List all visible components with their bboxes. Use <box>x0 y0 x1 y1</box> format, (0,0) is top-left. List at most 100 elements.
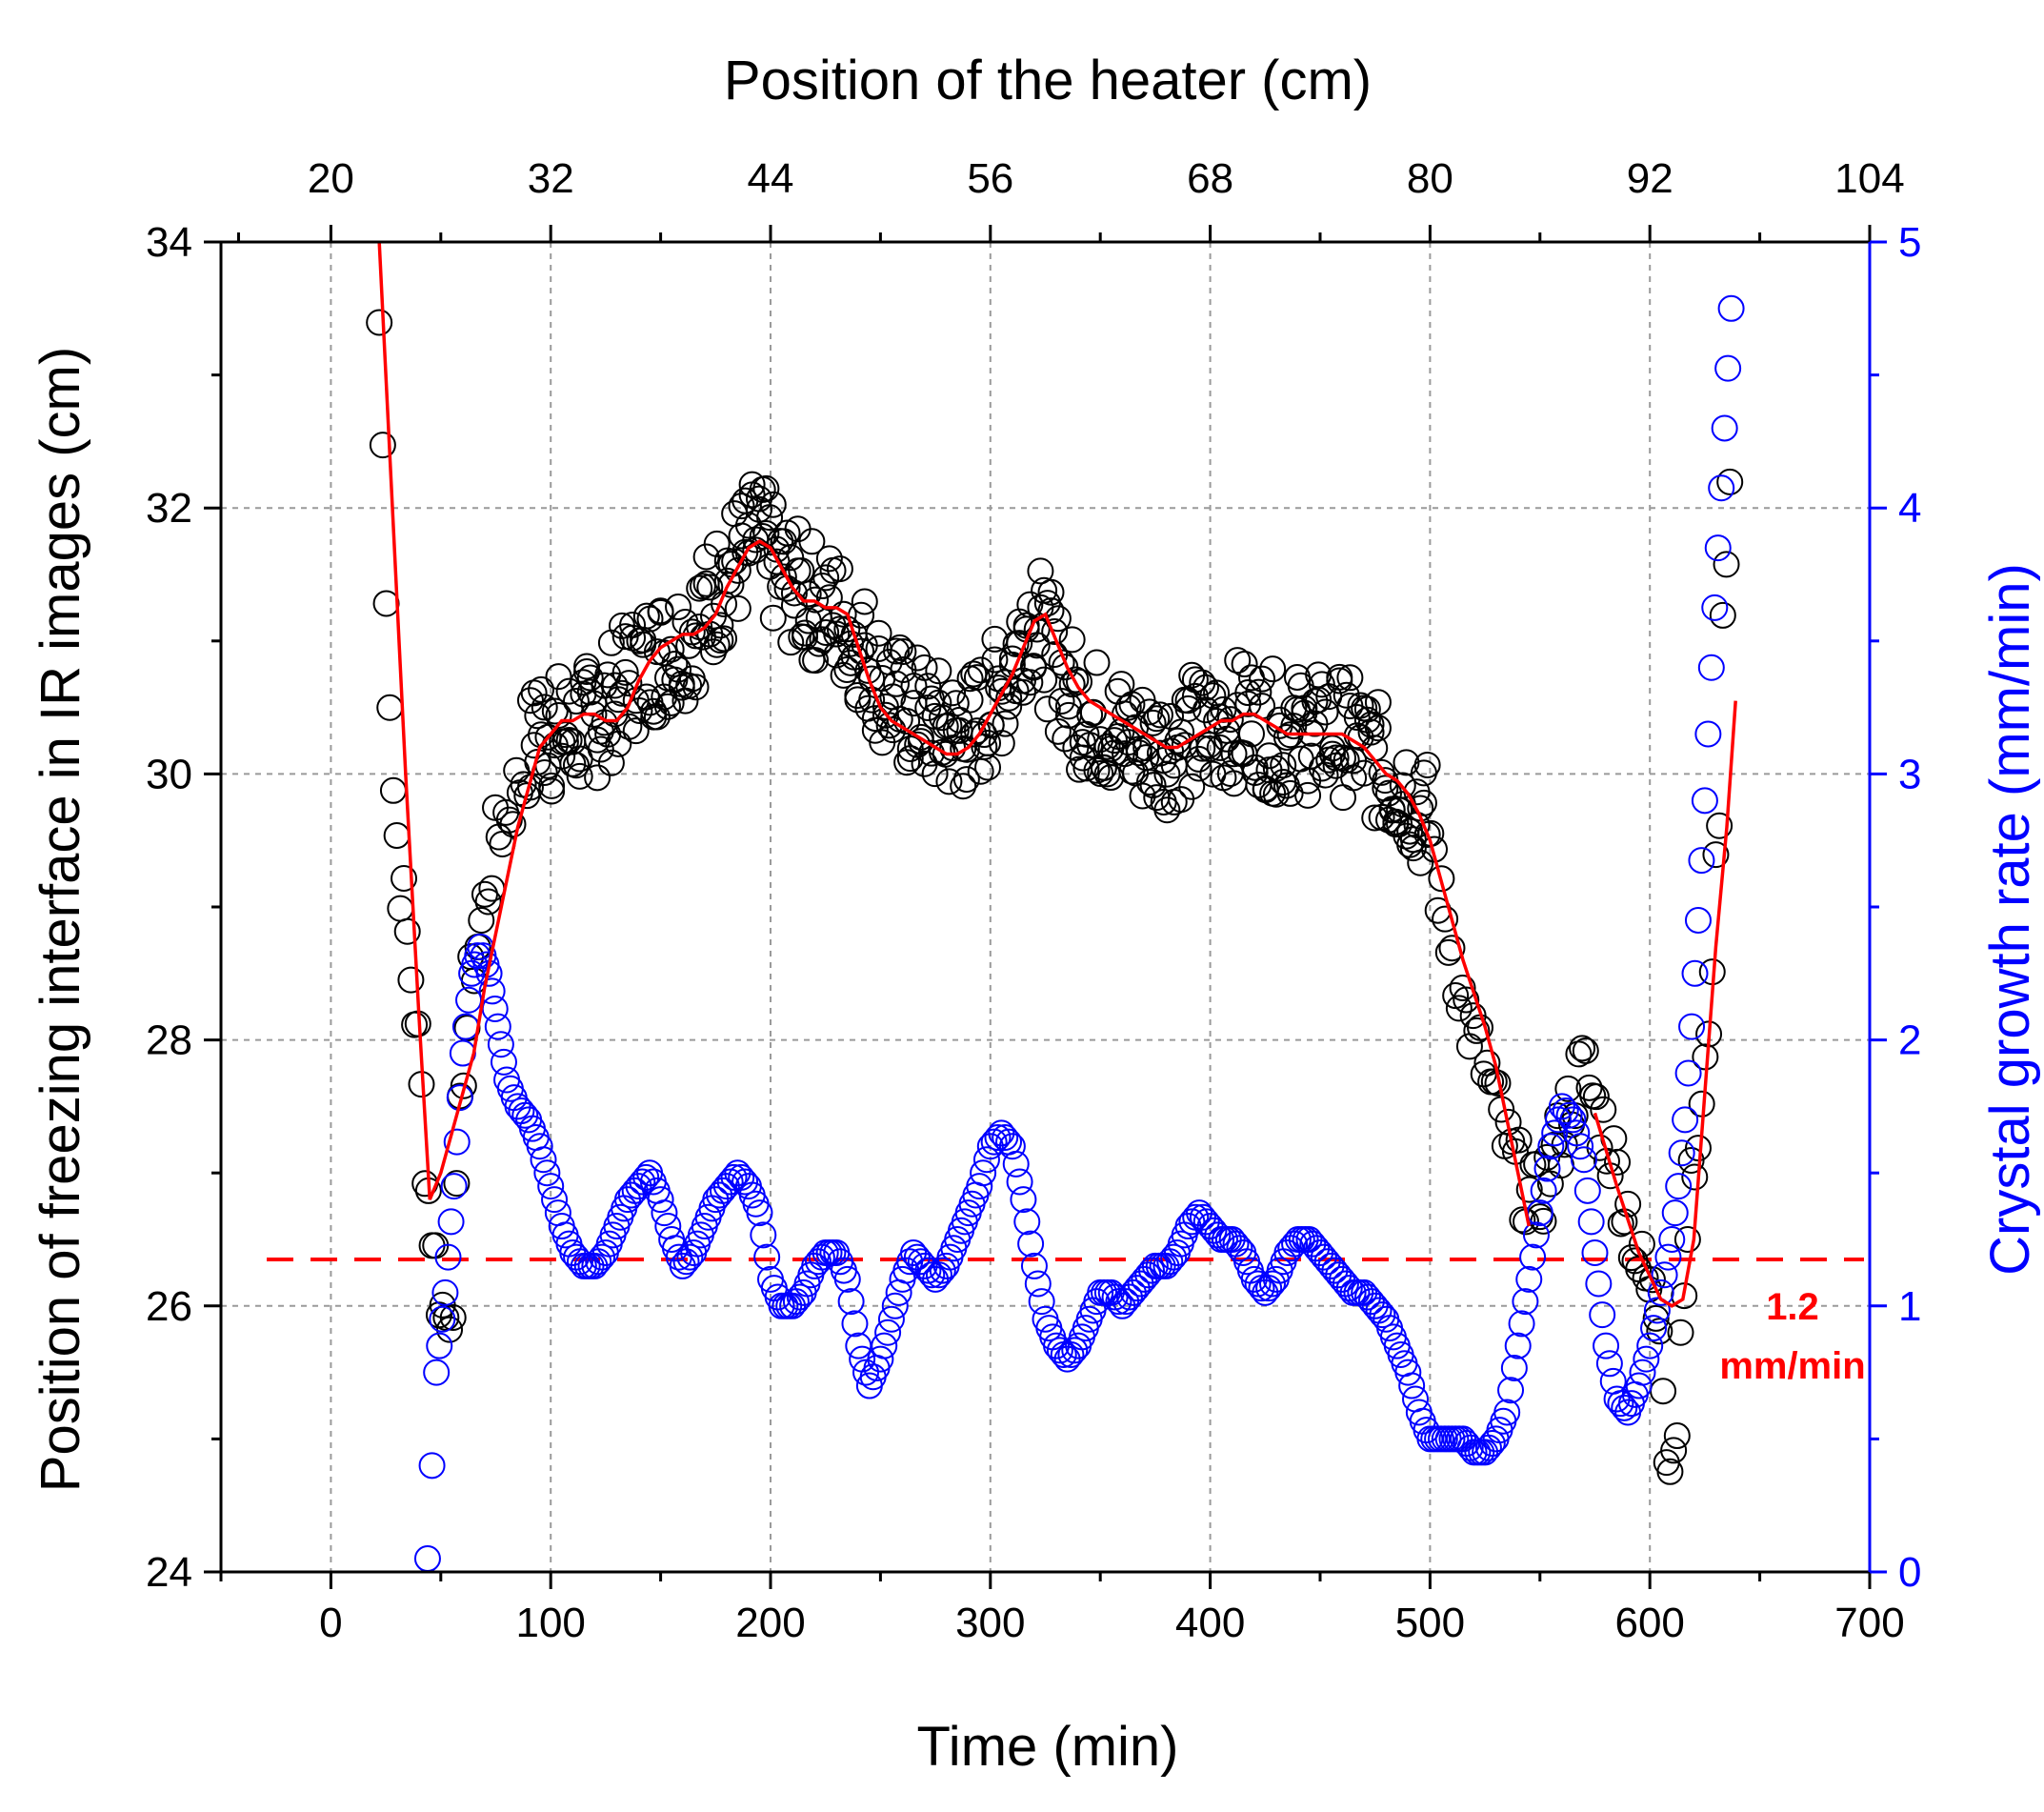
growth-rate-point <box>647 1186 674 1214</box>
interface-point <box>1312 698 1339 726</box>
interface-point <box>1083 649 1111 676</box>
interface-point <box>992 710 1019 737</box>
growth-rate-point <box>1573 1177 1601 1204</box>
interface-point <box>468 907 495 935</box>
interface-point <box>647 597 674 625</box>
x-tick-label: 0 <box>319 1600 342 1646</box>
interface-point <box>1604 1148 1632 1176</box>
interface-point <box>495 806 523 834</box>
interface-point <box>967 656 994 684</box>
interface-point <box>759 604 787 632</box>
interface-point <box>1364 689 1392 716</box>
x-tick-label: 500 <box>1395 1600 1465 1646</box>
interface-point <box>935 768 963 795</box>
interface-point <box>792 619 819 647</box>
x-tick-label: 400 <box>1175 1600 1245 1646</box>
right-y-axis-title: Crystal growth rate (mm/min) <box>1979 563 2041 1276</box>
interface-point <box>883 637 911 665</box>
growth-rate-point <box>1351 1278 1378 1306</box>
growth-rate-point <box>1354 1283 1382 1311</box>
interface-point <box>545 702 572 730</box>
interface-point <box>1114 694 1142 721</box>
growth-rate-point <box>841 1310 869 1338</box>
growth-rate-point <box>750 1221 777 1249</box>
interface-point <box>1677 1146 1705 1174</box>
interface-point <box>1237 720 1265 748</box>
growth-rate-point <box>1174 1213 1202 1240</box>
interface-point <box>584 764 611 792</box>
growth-rate-point <box>1138 1257 1166 1284</box>
interface-point <box>1178 773 1206 800</box>
growth-rate-point <box>418 1452 446 1480</box>
growth-rate-point <box>1006 1168 1033 1196</box>
interface-point <box>1174 695 1202 722</box>
growth-rate-point <box>1651 1261 1678 1289</box>
interface-point <box>833 655 861 683</box>
interface-point <box>393 917 421 945</box>
interface-point <box>1438 935 1466 962</box>
growth-rate-point <box>1668 1139 1695 1167</box>
interface-point <box>696 574 724 601</box>
growth-rate-point <box>1714 354 1742 382</box>
growth-rate-point <box>1684 906 1712 934</box>
interface-point <box>1087 760 1114 788</box>
growth-rate-point <box>1307 1238 1333 1266</box>
growth-rate-point <box>716 1168 744 1196</box>
top-tick-label: 104 <box>1834 155 1904 202</box>
growth-rate-point <box>651 1199 678 1227</box>
growth-rate-point <box>922 1265 950 1293</box>
interface-point <box>911 654 938 681</box>
y-tick-label: 30 <box>146 751 192 797</box>
growth-rate-point <box>1603 1385 1631 1413</box>
growth-rate-point <box>1697 654 1725 681</box>
interface-point <box>1322 744 1350 772</box>
growth-rate-point <box>1661 1199 1689 1227</box>
growth-rate-point <box>1226 1235 1253 1262</box>
interface-point <box>615 713 643 740</box>
interface-point <box>1185 745 1212 773</box>
interface-point <box>1146 701 1173 729</box>
interface-point <box>499 811 527 838</box>
growth-rate-point <box>1053 1345 1081 1373</box>
growth-rate-point <box>1636 1332 1664 1359</box>
growth-rate-point <box>511 1101 539 1129</box>
growth-rate-point <box>1500 1354 1528 1381</box>
interface-point <box>562 752 590 779</box>
growth-rate-point <box>801 1252 829 1279</box>
growth-rate-point <box>1647 1278 1674 1306</box>
growth-rate-point <box>1708 474 1735 502</box>
interface-point <box>686 574 713 602</box>
interface-point <box>1231 651 1258 678</box>
interface-point <box>545 663 572 691</box>
growth-rate-point <box>669 1252 696 1279</box>
growth-rate-point <box>434 1243 462 1271</box>
growth-rate-point <box>530 1146 557 1174</box>
fit-line-layer <box>377 241 1737 1308</box>
interface-point <box>759 491 787 518</box>
growth-rate-point <box>1303 1235 1331 1262</box>
growth-rate-point <box>992 1123 1019 1151</box>
growth-rate-point <box>1369 1301 1396 1329</box>
y-tick-label: 24 <box>146 1549 192 1596</box>
interface-point <box>952 766 980 794</box>
interface-point <box>1181 682 1209 710</box>
growth-rate-point <box>1493 1399 1521 1426</box>
interface-point <box>1399 835 1427 862</box>
interface-point <box>1343 703 1371 731</box>
growth-rate-point <box>1504 1332 1532 1359</box>
growth-rate-point <box>1533 1155 1561 1182</box>
growth-rate-point <box>867 1345 894 1373</box>
interface-point <box>1449 974 1476 1001</box>
right-y-tick-label: 1 <box>1898 1283 1921 1330</box>
interface-point <box>1037 578 1065 606</box>
interface-point <box>1249 665 1276 693</box>
interface-point <box>865 619 892 647</box>
interface-point <box>1023 615 1051 643</box>
x-axis-title: Time (min) <box>917 1716 1179 1778</box>
interface-point <box>1135 768 1163 795</box>
interface-point <box>682 674 710 701</box>
growth-rate-point <box>1541 1119 1569 1147</box>
interface-point <box>528 675 555 703</box>
interface-point <box>573 657 601 685</box>
